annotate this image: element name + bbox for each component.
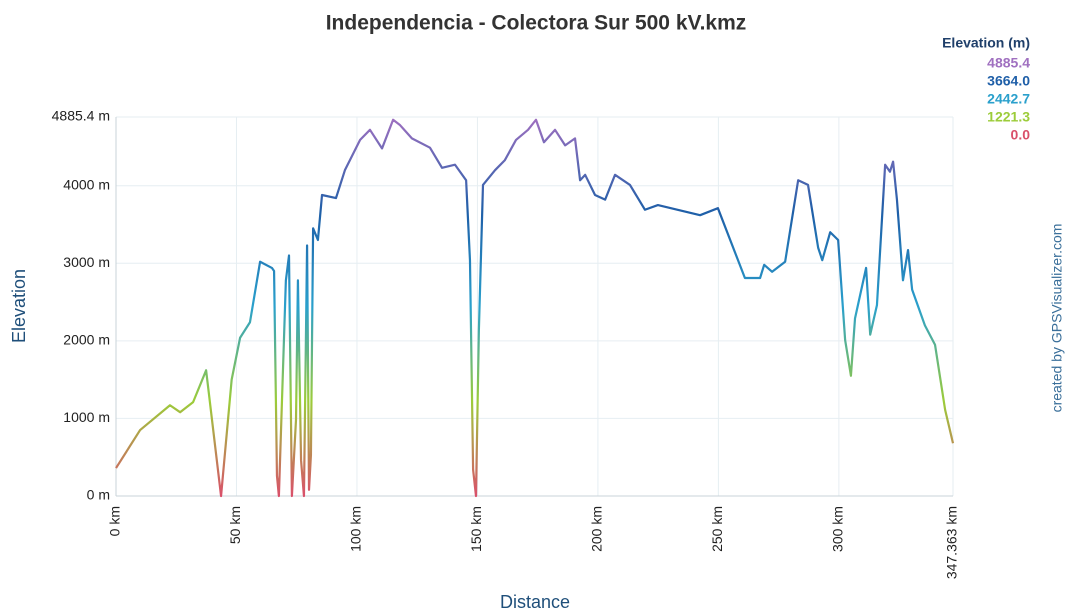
- chart-title: Independencia - Colectora Sur 500 kV.kmz: [326, 12, 747, 35]
- legend-entry: 0.0: [1011, 127, 1031, 143]
- x-tick-label: 150 km: [468, 506, 484, 552]
- elevation-line: [115, 118, 955, 498]
- credit: created by GPSVisualizer.com: [1049, 224, 1065, 413]
- x-axis-label: Distance: [500, 592, 570, 612]
- y-tick-label: 4000 m: [63, 176, 110, 192]
- x-tick-label: 50 km: [227, 506, 243, 544]
- legend-title: Elevation (m): [942, 35, 1030, 51]
- legend-entry: 2442.7: [987, 91, 1030, 107]
- y-tick-label: 0 m: [87, 487, 110, 503]
- y-tick-label: 2000 m: [63, 332, 110, 348]
- x-tick-label: 200 km: [589, 506, 605, 552]
- x-tick-label: 0 km: [107, 506, 123, 536]
- x-tick-label: 300 km: [830, 506, 846, 552]
- y-tick-label: 3000 m: [63, 254, 110, 270]
- x-tick-label: 347.363 km: [944, 506, 960, 579]
- y-axis-label: Elevation: [9, 269, 29, 343]
- y-tick-label: 1000 m: [63, 409, 110, 425]
- legend-entry: 4885.4: [987, 55, 1030, 71]
- y-tick-label: 4885.4 m: [52, 108, 110, 124]
- x-tick-label: 250 km: [709, 506, 725, 552]
- x-tick-label: 100 km: [348, 506, 364, 552]
- legend-entry: 1221.3: [987, 109, 1030, 125]
- legend-entry: 3664.0: [987, 73, 1030, 89]
